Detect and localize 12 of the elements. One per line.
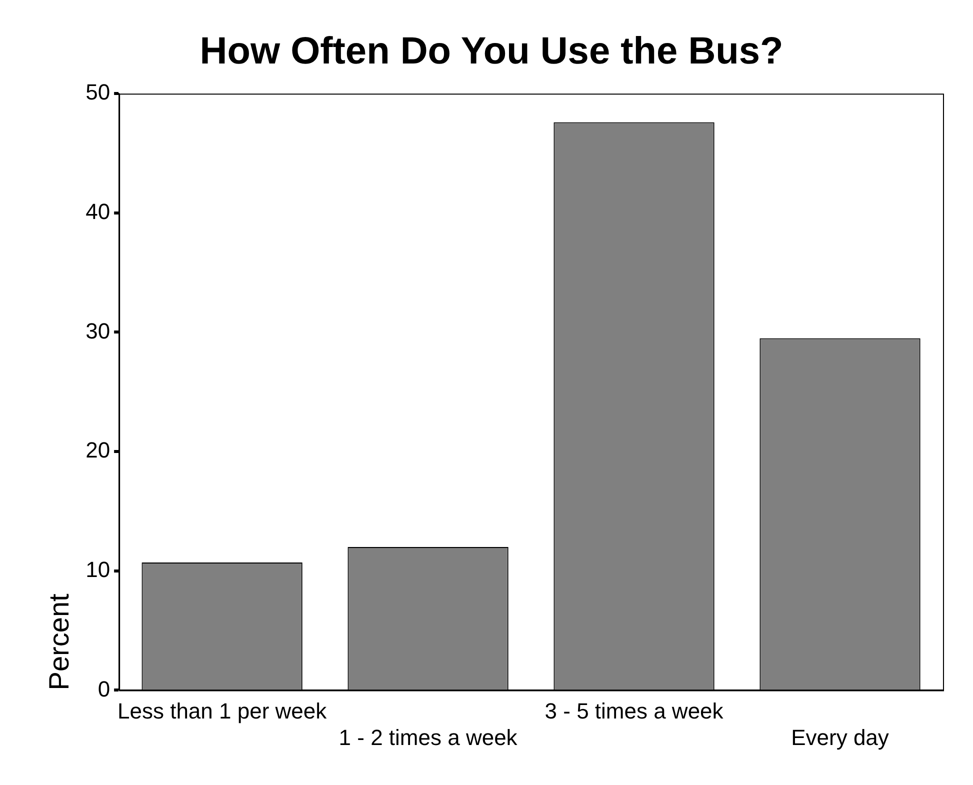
y-axis-title: Percent bbox=[44, 593, 75, 690]
x-tick-label: Every day bbox=[791, 724, 889, 750]
y-tick-label: 10 bbox=[86, 556, 110, 582]
x-tick-label: Less than 1 per week bbox=[117, 698, 328, 724]
y-tick-label: 50 bbox=[86, 80, 110, 105]
y-tick-label: 0 bbox=[98, 676, 110, 702]
y-tick-label: 40 bbox=[86, 198, 110, 224]
x-tick-label: 1 - 2 times a week bbox=[338, 724, 518, 750]
y-tick-label: 30 bbox=[86, 318, 110, 344]
x-tick-label: 3 - 5 times a week bbox=[544, 698, 724, 724]
chart-title: How Often Do You Use the Bus? bbox=[200, 30, 784, 72]
y-tick-label: 20 bbox=[86, 438, 110, 463]
